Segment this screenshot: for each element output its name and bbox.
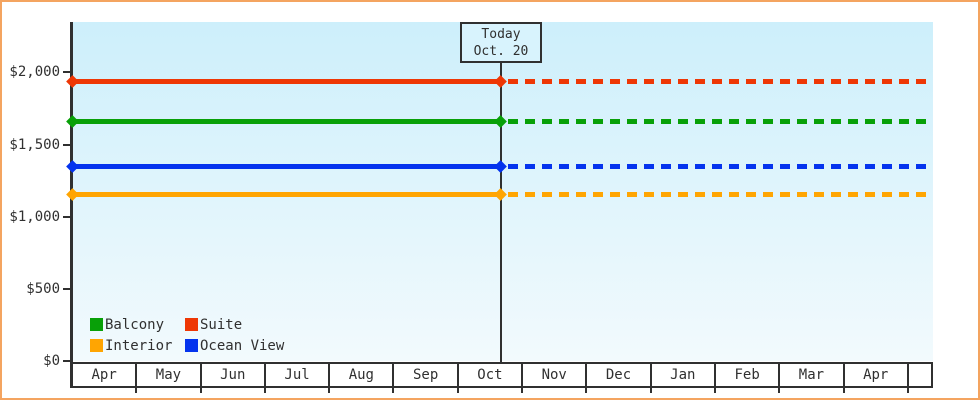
series-line-future-balcony — [501, 119, 933, 124]
legend-swatch-icon — [90, 318, 103, 331]
x-axis-month-cell: Dec — [587, 364, 652, 393]
y-tick-label: $0 — [43, 353, 60, 369]
legend-swatch-icon — [185, 318, 198, 331]
legend-item-ocean-view: Ocean View — [185, 335, 284, 356]
y-tick-mark — [63, 144, 70, 146]
series-line-future-interior — [501, 192, 933, 197]
x-axis-month-cell: Feb — [716, 364, 781, 393]
today-vertical-line — [500, 63, 502, 362]
y-tick-label: $500 — [26, 281, 60, 297]
x-axis-month-cell: Nov — [523, 364, 588, 393]
legend-item-interior: Interior — [90, 335, 185, 356]
y-tick-mark — [63, 71, 70, 73]
x-axis-month-cell: Apr — [845, 364, 910, 393]
series-line-future-suite — [501, 79, 933, 84]
legend-item-balcony: Balcony — [90, 314, 185, 335]
y-tick-mark — [63, 360, 70, 362]
legend-swatch-icon — [90, 339, 103, 352]
y-axis — [70, 22, 73, 388]
legend-label: Balcony — [105, 316, 165, 333]
x-axis-month-cell: Sep — [394, 364, 460, 393]
x-axis-month-cell: May — [137, 364, 202, 393]
x-axis-month-strip: Apr May Jun Jul Aug Sep Oct Nov Dec Jan Feb Mar Apr — [73, 362, 933, 393]
y-tick-mark — [63, 216, 70, 218]
x-axis-month-cell: Aug — [330, 364, 395, 393]
x-axis-filler-cell — [909, 364, 931, 386]
y-tick-label: $2,000 — [9, 64, 60, 80]
today-label: Today — [481, 27, 521, 42]
x-axis-month-cell: Apr — [73, 364, 138, 393]
legend-label: Ocean View — [200, 337, 285, 354]
series-line-past-suite — [73, 79, 501, 84]
y-tick-mark — [63, 288, 70, 290]
legend-swatch-icon — [185, 339, 198, 352]
series-line-past-balcony — [73, 119, 501, 124]
legend-label: Interior — [105, 337, 173, 354]
series-line-future-ocean-view — [501, 164, 933, 169]
x-axis-month-cell: Mar — [780, 364, 845, 393]
y-tick-label: $1,000 — [9, 209, 60, 225]
x-axis-month-cell: Jun — [202, 364, 267, 393]
x-axis-month-cell: Jul — [266, 364, 331, 393]
y-tick-label: $1,500 — [9, 137, 60, 153]
legend-item-suite: Suite — [185, 314, 284, 335]
legend-label: Suite — [200, 316, 243, 333]
x-axis-month-cell: Jan — [652, 364, 717, 393]
today-annotation-box: Today Oct. 20 — [460, 22, 542, 63]
x-axis-month-cell: Oct — [459, 364, 524, 393]
series-line-past-ocean-view — [73, 164, 501, 169]
legend: Balcony Suite Interior Ocean View — [90, 314, 284, 356]
today-date-label: Oct. 20 — [473, 44, 529, 59]
series-line-past-interior — [73, 192, 501, 197]
